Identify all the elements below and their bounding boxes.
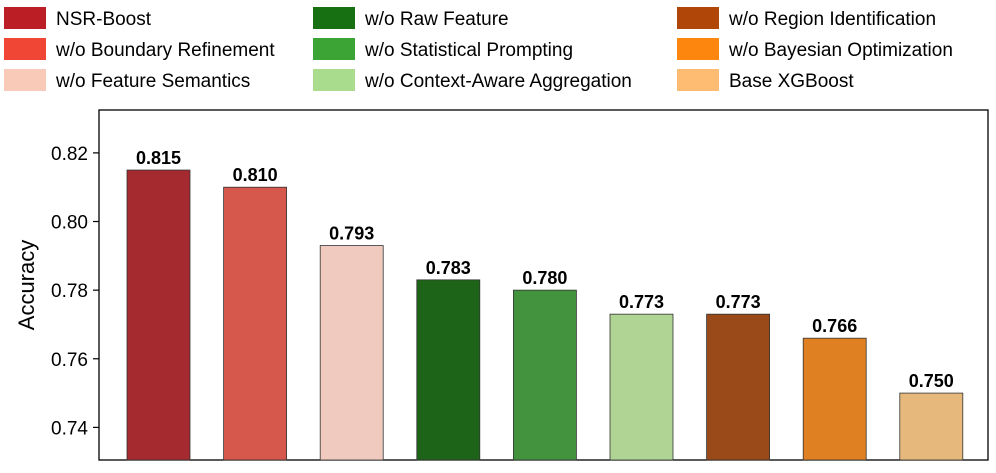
- bar-value-label: 0.815: [136, 148, 181, 168]
- legend-swatch: [677, 7, 719, 29]
- legend: NSR-Boost w/o Boundary Refinement w/o Feat…: [4, 7, 953, 92]
- y-tick-label: 0.76: [51, 350, 88, 371]
- legend-swatch: [4, 69, 46, 91]
- bar: [899, 392, 964, 461]
- bar-value-label: 0.783: [426, 258, 471, 278]
- bar: [416, 279, 481, 461]
- plot-area: 0.74 0.76 0.78 0.80 0.82 0.815 0.810 0.793 0.78…: [51, 109, 989, 461]
- legend-entry: NSR-Boost: [4, 7, 152, 30]
- legend-label: NSR-Boost: [56, 9, 152, 30]
- bar-value-label: 0.773: [619, 292, 664, 312]
- legend-swatch: [313, 69, 355, 91]
- legend-label: w/o Bayesian Optimization: [728, 40, 953, 61]
- legend-entry: w/o Context-Aware Aggregation: [313, 69, 632, 92]
- legend-entry: w/o Boundary Refinement: [4, 38, 275, 61]
- legend-entry: w/o Region Identification: [677, 7, 936, 30]
- value-labels: 0.815 0.810 0.793 0.783 0.780 0.773 0.773 0.766…: [136, 148, 954, 391]
- legend-label: w/o Raw Feature: [364, 9, 509, 30]
- legend-swatch: [677, 38, 719, 60]
- bar-value-label: 0.773: [716, 292, 761, 312]
- y-tick-label: 0.80: [51, 213, 88, 234]
- bars: [126, 169, 964, 461]
- bar: [513, 289, 577, 461]
- bar: [223, 186, 288, 461]
- y-tick-label: 0.74: [51, 418, 88, 439]
- y-axis-ticks: 0.74 0.76 0.78 0.80 0.82: [51, 144, 99, 439]
- legend-label: w/o Feature Semantics: [55, 71, 250, 92]
- bar: [319, 245, 384, 461]
- bar-value-label: 0.780: [522, 268, 567, 288]
- legend-label: w/o Statistical Prompting: [364, 40, 573, 61]
- legend-swatch: [313, 7, 355, 29]
- bar-value-label: 0.766: [812, 316, 857, 336]
- y-axis-label: Accuracy: [14, 240, 39, 330]
- bar-value-label: 0.793: [329, 224, 374, 244]
- bar: [126, 169, 191, 461]
- legend-label: Base XGBoost: [729, 71, 854, 92]
- bar-value-label: 0.810: [233, 165, 278, 185]
- legend-entry: Base XGBoost: [677, 69, 854, 92]
- legend-entry: w/o Feature Semantics: [4, 69, 250, 92]
- bar: [609, 313, 674, 461]
- legend-swatch: [4, 7, 46, 29]
- legend-swatch: [4, 38, 46, 60]
- y-tick-label: 0.78: [51, 281, 88, 302]
- legend-swatch: [677, 69, 719, 91]
- bar-value-label: 0.750: [909, 371, 954, 391]
- legend-label: w/o Context-Aware Aggregation: [364, 71, 632, 92]
- legend-entry: w/o Bayesian Optimization: [677, 38, 953, 61]
- legend-label: w/o Region Identification: [728, 9, 936, 30]
- legend-swatch: [313, 38, 355, 60]
- y-tick-label: 0.82: [51, 144, 88, 165]
- bar: [802, 337, 867, 461]
- legend-label: w/o Boundary Refinement: [55, 40, 275, 61]
- legend-entry: w/o Statistical Prompting: [313, 38, 573, 61]
- legend-entry: w/o Raw Feature: [313, 7, 509, 30]
- bar: [706, 313, 770, 461]
